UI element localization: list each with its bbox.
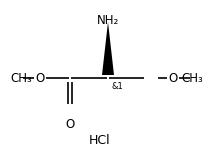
Text: HCl: HCl bbox=[89, 134, 111, 147]
Text: CH₃: CH₃ bbox=[10, 71, 32, 84]
Text: &1: &1 bbox=[111, 82, 123, 91]
Text: NH₂: NH₂ bbox=[97, 14, 119, 27]
Text: O: O bbox=[35, 71, 45, 84]
Polygon shape bbox=[102, 22, 114, 75]
Text: CH₃: CH₃ bbox=[181, 71, 203, 84]
Text: O: O bbox=[168, 71, 178, 84]
Text: O: O bbox=[65, 118, 75, 131]
